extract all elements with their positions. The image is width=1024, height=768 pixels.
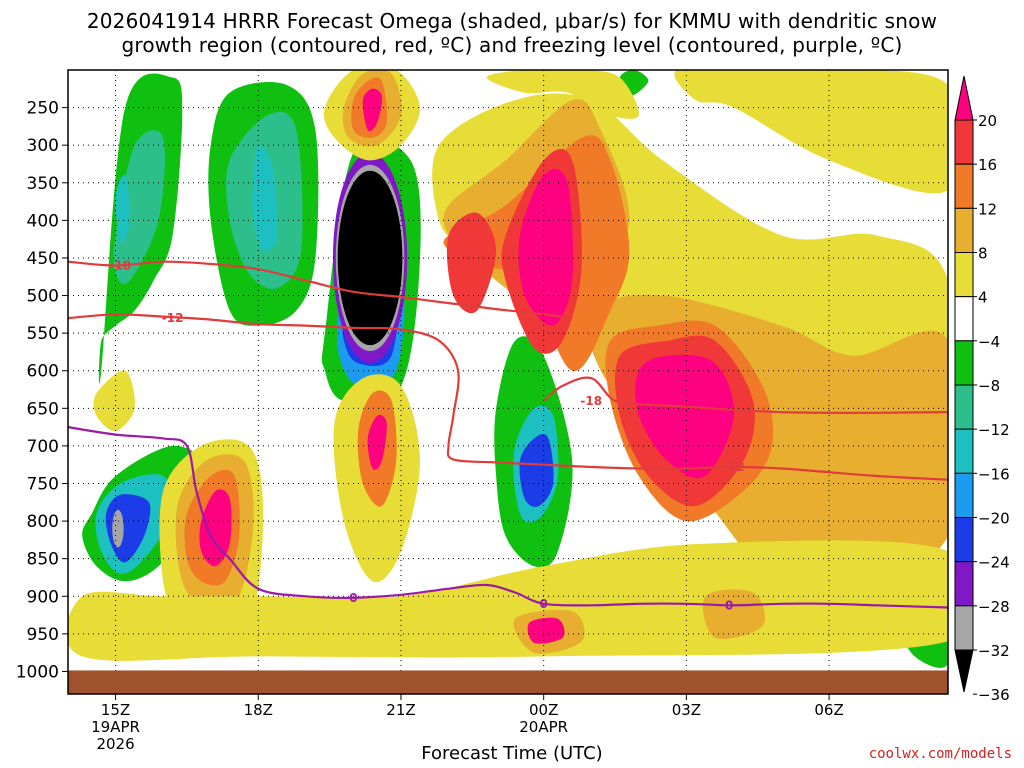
colorbar-arrow-bottom	[954, 649, 974, 693]
x-tick-label-15Z: 15Z	[101, 701, 130, 719]
y-tick-label-450: 450	[27, 249, 59, 269]
y-tick-label-550: 550	[27, 324, 59, 344]
colorbar-legend: 20 16 12 8 4 −4 −8 −12 −16 −20 −24 −28 −32 −36	[954, 75, 1010, 704]
colorbar-swatch-5	[954, 296, 974, 342]
x-tick-label-06Z: 06Z	[814, 701, 843, 719]
contour-label-4: 0	[349, 591, 357, 605]
contour-label-5: 0	[539, 597, 547, 611]
colorbar-label-5: −4	[978, 333, 1000, 351]
y-tick-label-1000: 1000	[16, 662, 59, 682]
y-tick-label-700: 700	[27, 437, 59, 457]
contour-label-6: 0	[725, 598, 733, 612]
omega-region-11	[337, 170, 403, 346]
colorbar-swatch-12	[954, 605, 974, 651]
temperature-contours: -18 -12 -18 -12 0 0 0	[68, 258, 948, 612]
omega-shading	[68, 70, 948, 668]
plot-border	[67, 69, 949, 695]
colorbar-label-6: −8	[978, 377, 1000, 395]
omega-region-27	[486, 70, 639, 119]
colorbar-swatch-3	[954, 207, 974, 253]
omega-region-6	[115, 174, 130, 244]
colorbar-label-2: 12	[978, 200, 997, 218]
colorbar-label-4: 4	[978, 289, 988, 307]
colorbar-swatch-4	[954, 252, 974, 298]
omega-region-45	[93, 370, 135, 431]
colorbar-label-12: −32	[978, 642, 1010, 660]
colorbar-swatch-7	[954, 384, 974, 430]
omega-region-3	[113, 130, 165, 285]
x-tick-year-15Z: 2026	[96, 735, 134, 753]
colorbar-label-3: 8	[978, 245, 988, 263]
y-tick-label-900: 900	[27, 587, 59, 607]
colorbar-swatch-6	[954, 340, 974, 386]
omega-region-35	[518, 169, 574, 326]
omega-region-48	[527, 617, 565, 644]
colorbar-swatch-9	[954, 472, 974, 519]
y-axis: 250 300 350 400 450 500 550 600 650 700 750 800 850 9…	[16, 99, 68, 682]
x-tick-label-03Z: 03Z	[672, 701, 701, 719]
colorbar-label-1: 16	[978, 156, 997, 174]
y-tick-label-400: 400	[27, 211, 59, 231]
terrain-bar	[68, 670, 948, 694]
x-tick-label-00Z: 00Z	[529, 701, 558, 719]
colorbar-swatch-11	[954, 561, 974, 607]
omega-region-41	[199, 489, 232, 567]
omega-region-18	[519, 434, 554, 507]
colorbar-arrow-top	[954, 75, 974, 121]
omega-region-44	[367, 414, 387, 470]
y-tick-label-850: 850	[27, 550, 59, 570]
omega-region-25	[362, 88, 383, 132]
omega-region-15	[112, 509, 124, 548]
contour-line--12-1	[68, 313, 948, 481]
contour-label-0: -18	[109, 258, 131, 272]
colorbar-swatch-1	[954, 119, 974, 165]
colorbar-label-7: −12	[978, 421, 1010, 439]
y-tick-label-800: 800	[27, 512, 59, 532]
colorbar-label-0: 20	[978, 112, 997, 130]
contour-line--18-0	[68, 260, 573, 320]
omega-region-36	[635, 354, 735, 479]
x-tick-label-21Z: 21Z	[386, 701, 415, 719]
contour-line-0-3	[68, 426, 948, 609]
colorbar-swatch-8	[954, 428, 974, 474]
y-tick-label-950: 950	[27, 625, 59, 645]
x-tick-date-00Z: 20APR	[519, 718, 568, 736]
colorbar-swatch-2	[954, 163, 974, 209]
contour-label-3: -12	[723, 460, 745, 474]
contour-label-2: -18	[580, 394, 602, 408]
omega-region-37	[446, 212, 497, 314]
y-tick-label-750: 750	[27, 474, 59, 494]
y-tick-label-600: 600	[27, 362, 59, 382]
colorbar-label-13: −36	[978, 686, 1010, 704]
chart-title-line1: 2026041914 HRRR Forecast Omega (shaded, …	[86, 9, 938, 33]
y-tick-label-650: 650	[27, 399, 59, 419]
contour-line--18-2	[542, 376, 948, 414]
colorbar-swatch-10	[954, 517, 974, 563]
y-tick-label-350: 350	[27, 174, 59, 194]
chart-title-line2: growth region (contoured, red, ºC) and f…	[121, 33, 903, 57]
contour-label-1: -12	[162, 311, 184, 325]
y-tick-label-250: 250	[27, 99, 59, 119]
y-tick-label-300: 300	[27, 136, 59, 156]
colorbar-label-11: −28	[978, 598, 1010, 616]
plot-frame	[67, 69, 949, 695]
x-tick-label-18Z: 18Z	[244, 701, 273, 719]
omega-region-49	[702, 589, 766, 640]
colorbar-label-10: −24	[978, 554, 1010, 572]
ground-surface	[68, 670, 948, 694]
omega-region-5	[252, 145, 278, 252]
colorbar-label-8: −16	[978, 465, 1010, 483]
x-axis-title: Forecast Time (UTC)	[421, 743, 603, 764]
site-credit: coolwx.com/models	[868, 746, 1012, 762]
x-tick-date-15Z: 19APR	[91, 718, 140, 736]
colorbar-label-9: −20	[978, 510, 1010, 528]
y-tick-label-500: 500	[27, 287, 59, 307]
omega-region-28	[674, 70, 948, 194]
